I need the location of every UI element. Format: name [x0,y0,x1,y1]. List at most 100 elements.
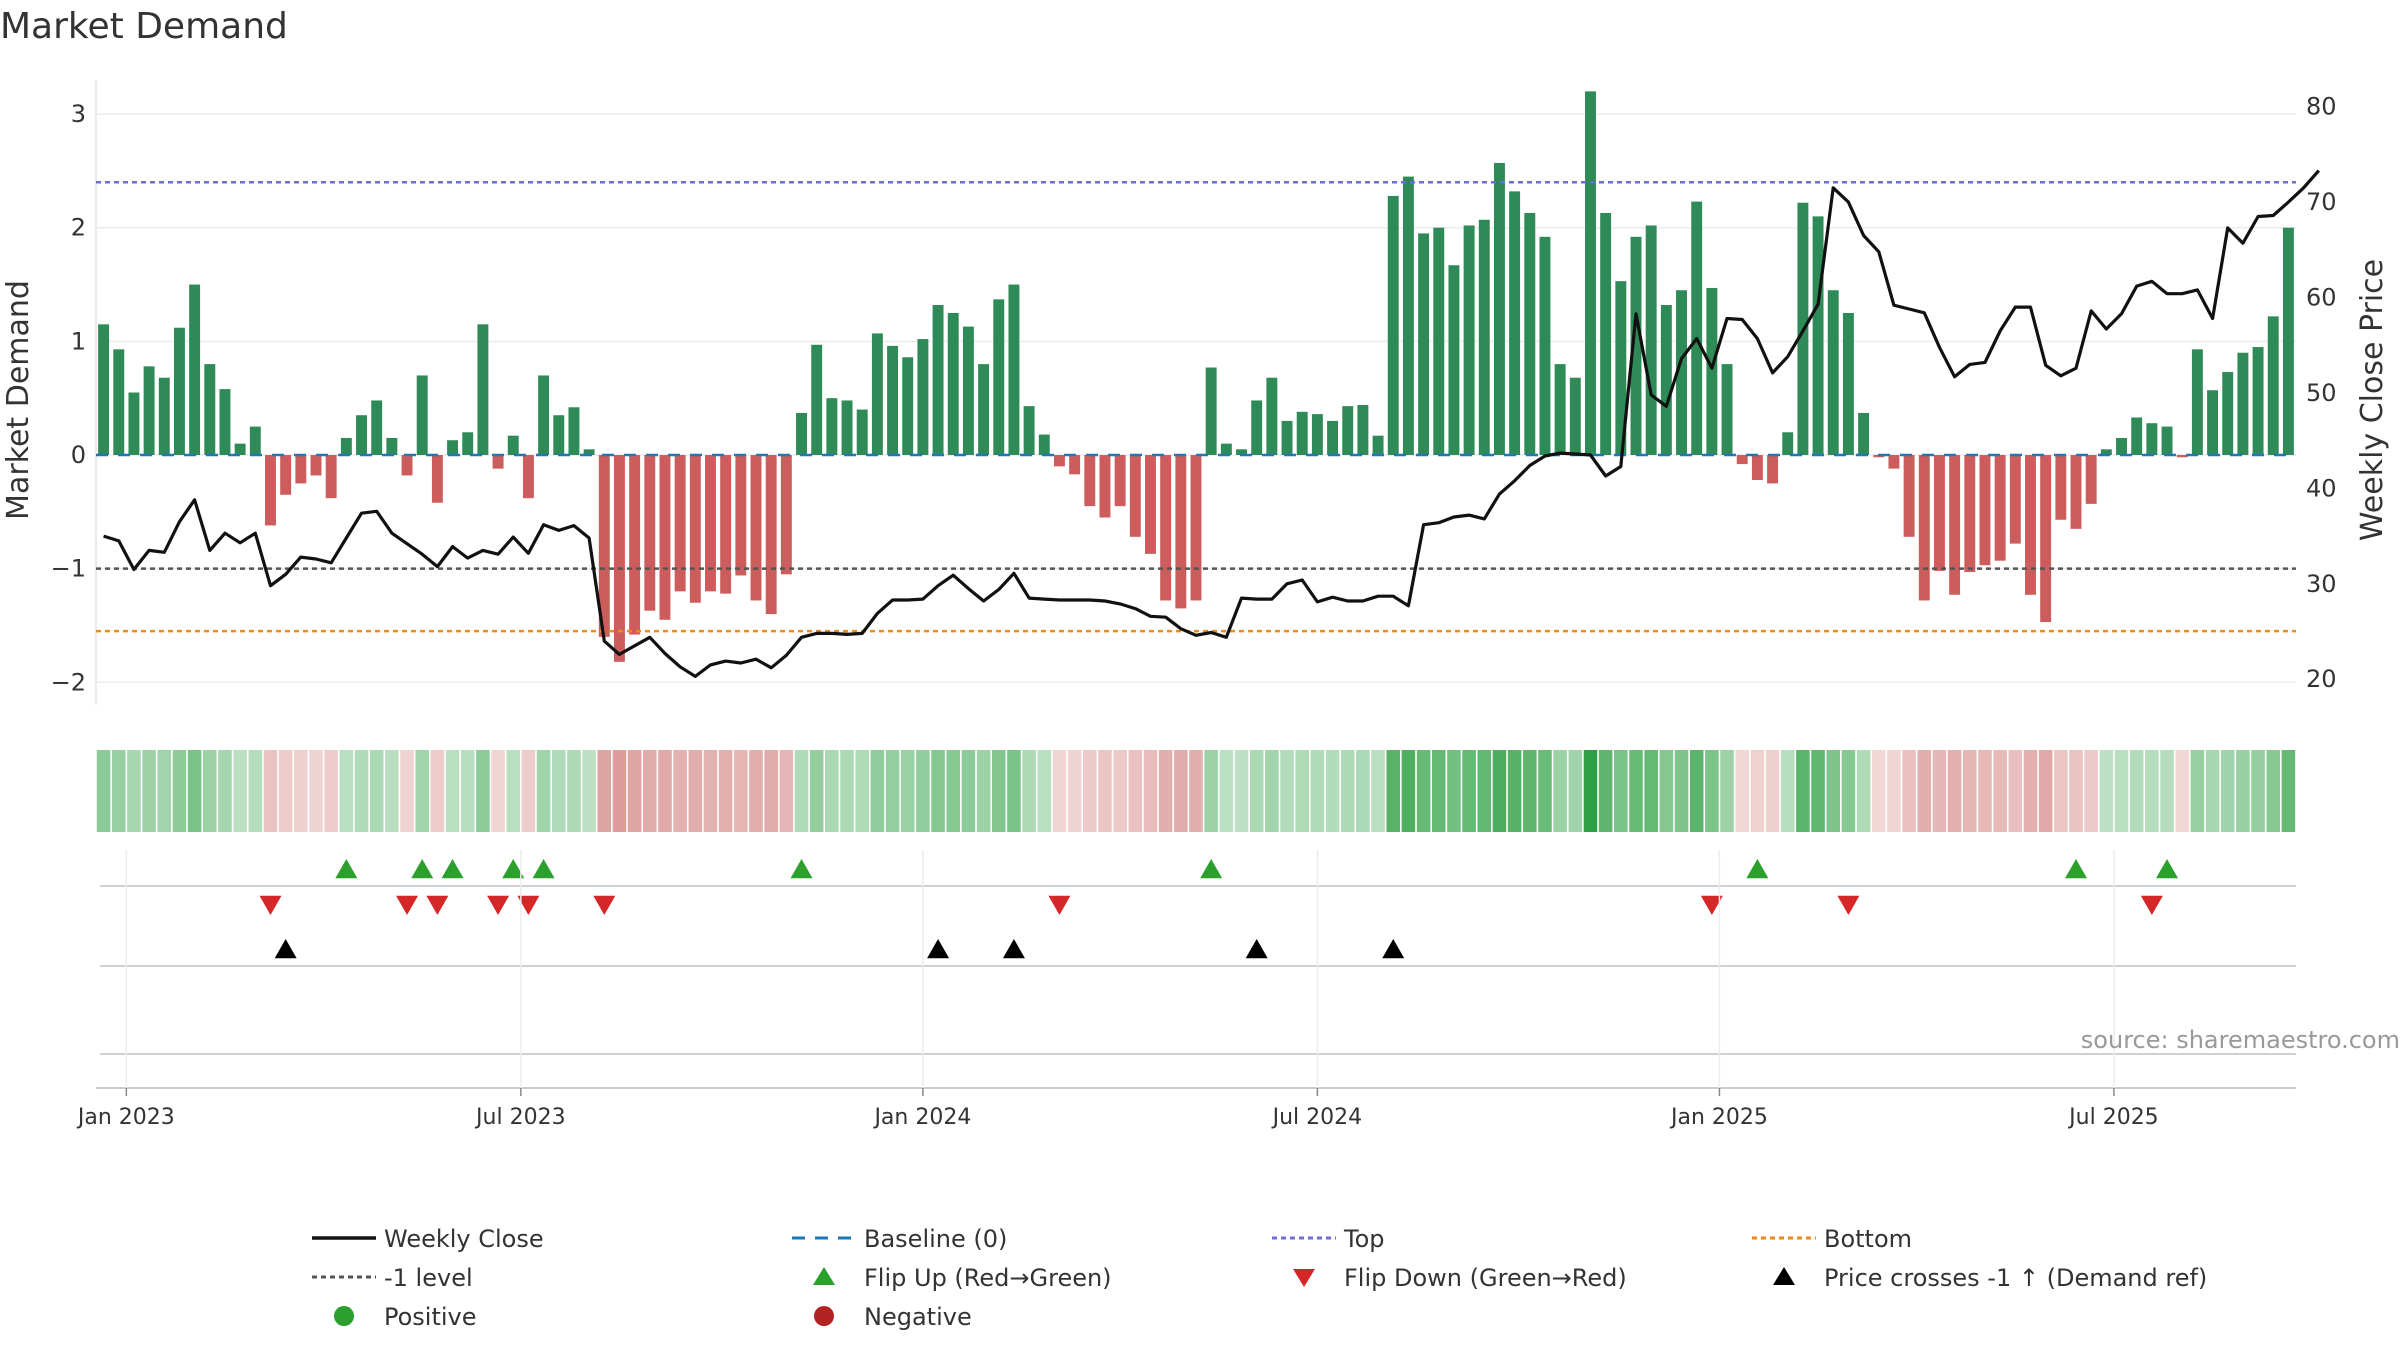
heat-strip-cell [96,750,111,832]
heat-strip-cell [339,750,354,832]
legend-label: Negative [864,1303,972,1331]
demand-bar [887,345,899,455]
heat-strip-cell [1477,750,1492,832]
reference-lines [96,181,2296,633]
heat-strip-cell [263,750,278,832]
heat-strip-cell [157,750,172,832]
legend-item: Positive [334,1303,477,1331]
demand-bar [780,455,792,575]
heat-strip-cell [294,750,308,832]
demand-bar [978,364,990,455]
flip-down-marker [593,895,616,915]
heat-strip-cell [1765,750,1780,832]
price-cross-marker [1002,939,1025,959]
heat-strip-cell [127,750,141,832]
legend-swatch-circle [334,1306,354,1326]
demand-bar [1615,281,1627,455]
heat-strip-cell [931,750,945,832]
demand-bar [2267,316,2279,455]
demand-bar [2161,426,2173,455]
demand-bar [1888,455,1900,469]
demand-bar [386,437,398,455]
heat-strip-cell [991,750,1006,832]
heat-strip-cell [1265,750,1279,832]
demand-bar [265,455,276,526]
heat-strip-cell [2145,750,2159,832]
heat-strip-cell [506,750,521,832]
x-tick-label: Jan 2024 [872,1105,971,1130]
heat-strip-cell [111,750,126,832]
heat-strip-cell [794,750,809,832]
y-right-tick-label: 20 [2306,665,2337,693]
heat-strip-cell [324,750,338,832]
flip-up-marker [502,859,525,879]
demand-bar [1053,455,1065,467]
demand-bar [1023,406,1035,455]
demand-bar [1038,434,1050,455]
heat-strip-cell [1052,750,1067,832]
heat-strip-cell [961,750,976,832]
flip-down-marker [517,895,540,915]
y-right-tick-label: 70 [2306,188,2337,216]
demand-bar [1554,364,1566,455]
demand-bar [1493,162,1505,456]
y-axis-left-label: Market Demand [1,280,36,520]
flip-up-marker [1746,859,1769,879]
demand-bar [1858,412,1870,455]
legend-item: Flip Up (Red→Green) [813,1264,1112,1292]
heat-strip-cell [2008,750,2023,832]
heat-strip-cell [2175,750,2189,832]
heat-strip-cell [688,750,703,832]
flip-up-marker [441,859,464,879]
heat-strip-cell [1538,750,1552,832]
heat-strip-cell [2084,750,2098,832]
demand-bar [1160,455,1172,601]
heat-strip-cell [1234,750,1249,832]
legend-label: Positive [384,1303,477,1331]
y-right-tick-label: 60 [2306,284,2337,312]
heat-strip-cell [1340,750,1355,832]
demand-bar [1372,435,1384,455]
heat-strip-cell [2054,750,2068,832]
heat-strip-cell [1204,750,1218,832]
demand-bar [310,455,322,476]
demand-bar [644,455,656,611]
flip-down-marker [1837,895,1860,915]
heat-strip-cell [1598,750,1613,832]
demand-bar [1266,377,1278,455]
legend-item: Baseline (0) [792,1225,1007,1253]
demand-bar [962,326,974,455]
heat-strip-cell [643,750,657,832]
demand-bar [1008,284,1020,455]
flip-down-marker [1700,895,1723,915]
heat-strip-cell [2205,750,2220,832]
demand-bar [674,455,686,592]
demand-bar [1448,265,1460,455]
demand-bar [1129,455,1141,537]
heat-strip-cell [430,750,445,832]
demand-bar [1236,449,1247,455]
heat-strip-cell [946,750,961,832]
flip-down-marker [487,895,510,915]
heat-strip-cell [2251,750,2265,832]
demand-bar [1296,411,1308,455]
demand-bar [371,400,383,455]
heat-strip-cell [1431,750,1446,832]
heat-strip-cell [1189,750,1203,832]
heat-strip-cell [870,750,885,832]
demand-bar [280,455,292,495]
heat-strip-cell [1098,750,1112,832]
legend-item: Weekly Close [312,1225,544,1253]
legend-label: Baseline (0) [864,1225,1007,1253]
demand-bar [1084,455,1096,507]
demand-bar [811,344,823,455]
legend-label: Price crosses -1 ↑ (Demand ref) [1824,1264,2207,1292]
demand-bar [98,324,110,455]
demand-bar [1949,455,1961,595]
demand-bar [1569,377,1581,455]
demand-bar [765,455,777,615]
heat-strip-cell [2069,750,2083,832]
demand-bar [113,349,125,455]
demand-bar [796,412,807,455]
